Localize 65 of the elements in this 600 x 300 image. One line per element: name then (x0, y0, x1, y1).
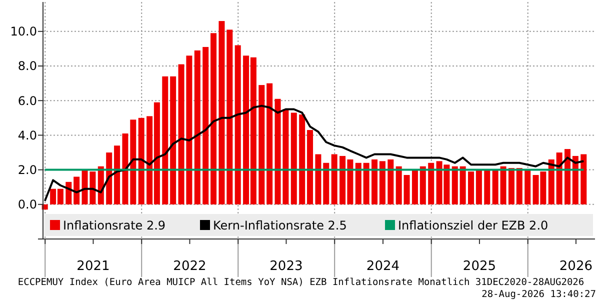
bar (122, 133, 128, 204)
text: ECCPEMUY Index (Euro Area MUICP All Items YoY NSA) EZB Inflationsrate Monatlich 31DEC2020-28AUG2026 (18, 277, 584, 288)
bar (226, 30, 233, 204)
x-tick-label: 2025 (462, 259, 496, 274)
x-tick-label: 2026 (559, 259, 593, 274)
bar (548, 159, 554, 204)
bar (290, 112, 297, 204)
bar (315, 154, 322, 204)
bar (162, 76, 168, 204)
x-tick-label: 2024 (366, 259, 400, 274)
y-tick-label: 6.0 (18, 94, 37, 108)
y-tick-label: 4.0 (18, 128, 37, 142)
bar (428, 162, 434, 204)
bar (420, 166, 426, 204)
bar (396, 166, 402, 204)
x-tick-label: 2021 (76, 259, 110, 274)
bar (500, 166, 506, 204)
bar (323, 162, 330, 204)
bar (404, 174, 410, 204)
bar (572, 156, 578, 204)
bar (524, 170, 531, 204)
bar (307, 130, 314, 204)
bar (556, 152, 562, 204)
bar (170, 76, 176, 204)
bar (234, 45, 241, 204)
legend-label: Inflationsziel der EZB 2.0 (398, 218, 548, 232)
bar (468, 172, 474, 204)
bar (210, 33, 217, 204)
bar (258, 85, 265, 204)
bar (138, 118, 144, 204)
bar (130, 120, 136, 204)
bar (106, 152, 112, 204)
bar (355, 162, 362, 204)
text: 28-Aug-2026 13:40:27 (482, 289, 596, 300)
bar (379, 161, 386, 204)
bar (194, 50, 200, 204)
bar (508, 168, 514, 204)
x-tick-label: 2023 (270, 259, 303, 274)
bar (202, 46, 209, 204)
bar (266, 83, 273, 204)
y-tick-label: 10.0 (10, 24, 37, 39)
bar (484, 170, 490, 204)
bar (516, 168, 522, 204)
bar (114, 146, 120, 204)
bar (363, 162, 370, 204)
bar (299, 114, 306, 204)
bar (460, 166, 466, 204)
legend-label: Inflationsrate 2.9 (63, 218, 166, 232)
bar (492, 170, 498, 204)
bar (331, 154, 338, 204)
bar (66, 182, 72, 204)
bar (218, 21, 225, 204)
bar (388, 159, 394, 204)
bar (476, 170, 482, 204)
y-tick-label: 2.0 (18, 163, 37, 178)
legend-label: Kern-Inflationsrate 2.5 (213, 218, 347, 232)
bar (372, 159, 378, 204)
bar (452, 166, 458, 204)
x-tick-label: 2022 (173, 259, 206, 274)
bar (412, 170, 418, 204)
y-tick-label: 8.0 (18, 59, 37, 74)
bar (580, 154, 587, 204)
bar (74, 176, 80, 204)
y-tick-label: 0.0 (18, 198, 37, 212)
line-series (44, 104, 585, 202)
